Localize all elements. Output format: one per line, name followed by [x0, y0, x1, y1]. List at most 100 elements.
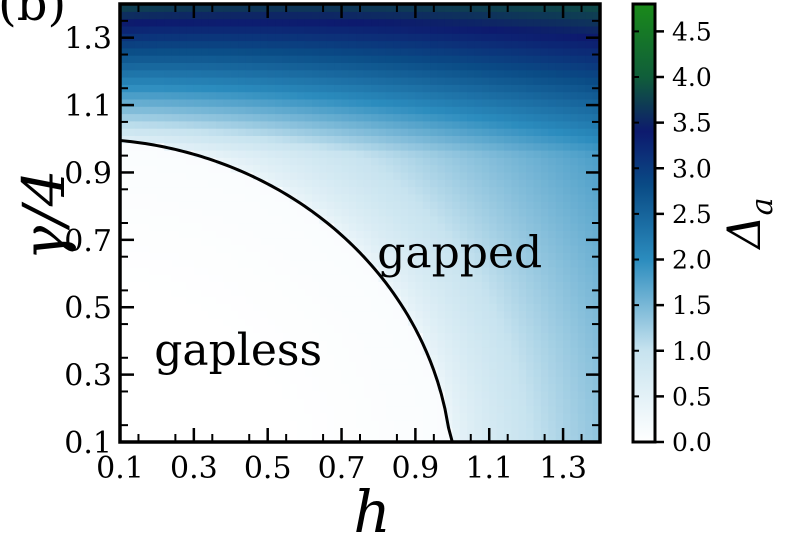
heatmap-cell: [282, 303, 291, 312]
heatmap-cell: [319, 33, 328, 42]
heatmap-cell: [474, 77, 483, 85]
heatmap-cell: [385, 376, 394, 385]
heatmap-cell: [275, 179, 284, 188]
heatmap-cell: [363, 281, 372, 290]
heatmap-cell: [585, 405, 594, 414]
heatmap-cell: [459, 4, 468, 12]
heatmap-cell: [481, 266, 490, 275]
heatmap-cell: [208, 390, 217, 399]
heatmap-cell: [577, 354, 586, 363]
heatmap-cell: [164, 157, 173, 166]
heatmap-cell: [385, 135, 394, 144]
heatmap-cell: [201, 128, 210, 136]
heatmap-cell: [260, 427, 269, 436]
heatmap-cell: [540, 354, 549, 363]
heatmap-cell: [208, 18, 217, 27]
heatmap-cell: [319, 339, 328, 348]
heatmap-cell: [496, 25, 505, 34]
heatmap-cell: [304, 412, 313, 421]
heatmap-cell: [297, 171, 306, 180]
heatmap-cell: [474, 244, 483, 253]
heatmap-cell: [570, 288, 579, 297]
heatmap-cell: [363, 128, 372, 136]
heatmap-cell: [341, 179, 350, 188]
heatmap-cell: [437, 296, 446, 304]
heatmap-cell: [186, 128, 195, 136]
heatmap-cell: [193, 186, 202, 195]
heatmap-cell: [179, 11, 188, 20]
heatmap-cell: [371, 325, 380, 334]
heatmap-cell: [540, 296, 549, 304]
heatmap-cell: [496, 317, 505, 326]
heatmap-cell: [289, 91, 298, 100]
heatmap-cell: [149, 266, 158, 275]
heatmap-cell: [282, 420, 291, 428]
heatmap-cell: [489, 390, 498, 399]
heatmap-cell: [437, 106, 446, 115]
heatmap-cell: [245, 215, 254, 224]
heatmap-cell: [120, 69, 128, 78]
heatmap-cell: [201, 281, 210, 290]
heatmap-cell: [149, 142, 158, 151]
heatmap-cell: [467, 281, 476, 290]
heatmap-cell: [422, 427, 431, 436]
heatmap-cell: [275, 77, 284, 85]
heatmap-cell: [555, 325, 564, 334]
heatmap-cell: [393, 120, 402, 129]
heatmap-cell: [585, 252, 594, 261]
heatmap-cell: [444, 347, 453, 355]
heatmap-cell: [319, 398, 328, 407]
heatmap-cell: [238, 376, 247, 385]
heatmap-cell: [452, 274, 461, 282]
heatmap-cell: [474, 186, 483, 195]
heatmap-cell: [526, 281, 535, 290]
heatmap-cell: [289, 40, 298, 49]
heatmap-cell: [496, 77, 505, 85]
heatmap-cell: [179, 412, 188, 421]
heatmap-cell: [363, 215, 372, 224]
heatmap-cell: [341, 11, 350, 20]
heatmap-cell: [230, 383, 239, 392]
heatmap-cell: [570, 208, 579, 217]
heatmap-cell: [120, 106, 128, 115]
heatmap-cell: [489, 179, 498, 188]
heatmap-cell: [216, 325, 224, 334]
heatmap-cell: [334, 62, 343, 71]
heatmap-cell: [297, 237, 306, 246]
heatmap-cell: [592, 412, 600, 421]
heatmap-cell: [149, 25, 158, 34]
heatmap-cell: [193, 157, 202, 166]
heatmap-cell: [526, 33, 535, 42]
heatmap-cell: [171, 179, 180, 188]
heatmap-cell: [275, 120, 284, 129]
heatmap-cell: [430, 354, 439, 363]
heatmap-cell: [577, 55, 586, 63]
heatmap-cell: [142, 390, 151, 399]
heatmap-cell: [555, 215, 564, 224]
heatmap-cell: [481, 113, 490, 122]
heatmap-cell: [548, 266, 557, 275]
heatmap-cell: [400, 230, 409, 239]
heatmap-cell: [356, 128, 365, 136]
heatmap-cell: [179, 201, 188, 209]
heatmap-cell: [570, 281, 579, 290]
heatmap-cell: [348, 274, 357, 282]
heatmap-cell: [489, 420, 498, 428]
heatmap-cell: [120, 427, 128, 436]
heatmap-cell: [275, 288, 284, 297]
heatmap-cell: [341, 390, 350, 399]
heatmap-cell: [186, 296, 195, 304]
heatmap-cell: [444, 296, 453, 304]
heatmap-cell: [156, 157, 165, 166]
heatmap-cell: [312, 427, 320, 436]
heatmap-cell: [511, 120, 520, 129]
heatmap-cell: [393, 266, 402, 275]
heatmap-cell: [193, 361, 202, 370]
heatmap-cell: [437, 434, 446, 442]
colorbar-label: Δa: [717, 197, 780, 250]
heatmap-cell: [459, 164, 468, 173]
heatmap-cell: [216, 259, 224, 268]
heatmap-cell: [467, 332, 476, 341]
heatmap-cell: [201, 157, 210, 166]
heatmap-cell: [474, 62, 483, 71]
